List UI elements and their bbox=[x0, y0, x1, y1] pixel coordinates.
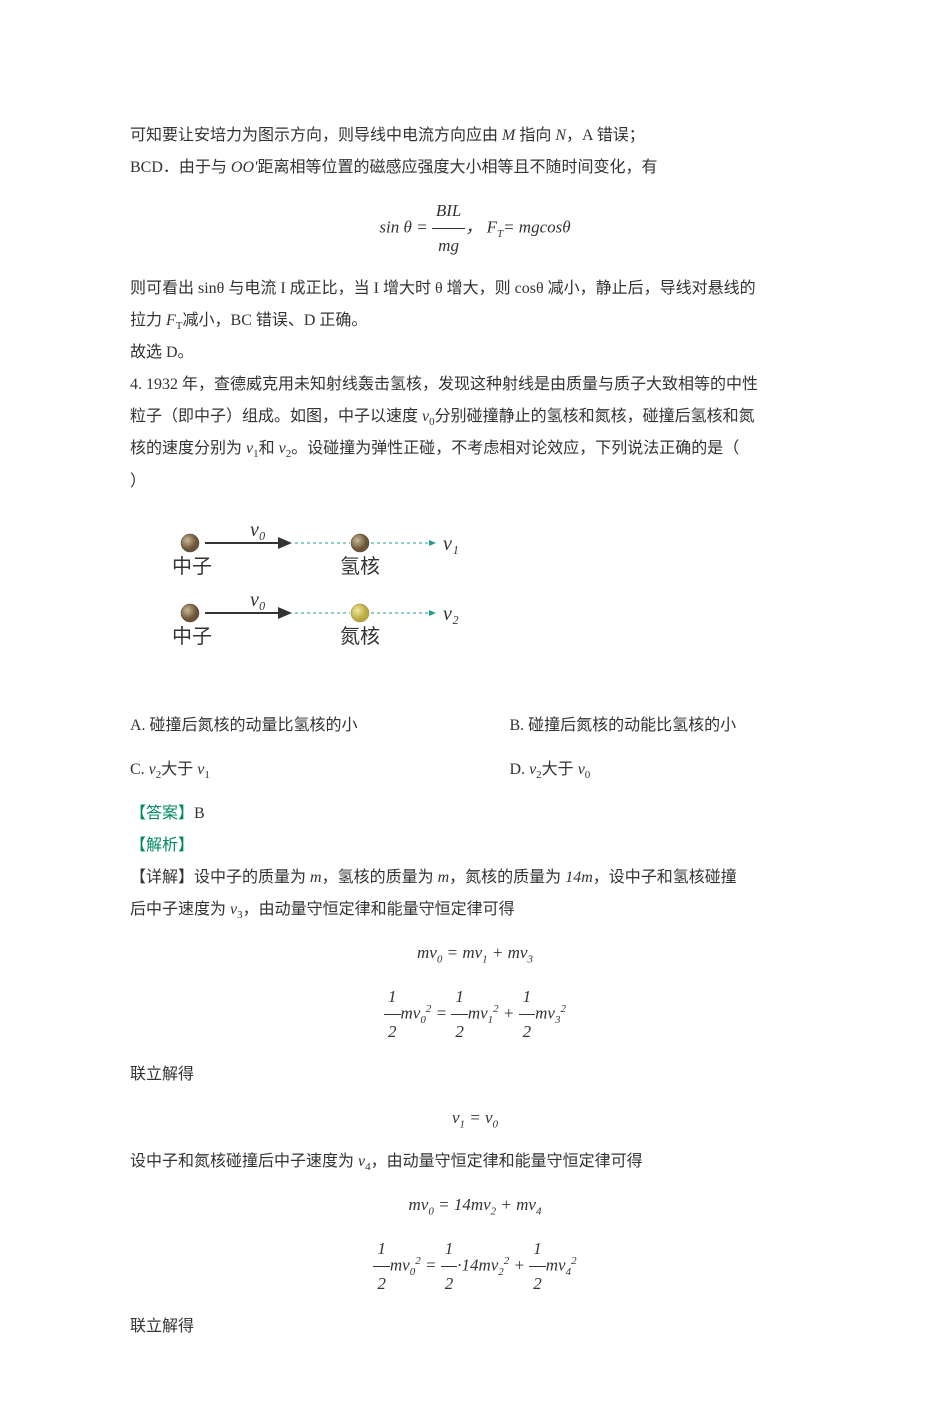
answer-line: 【答案】B bbox=[130, 798, 820, 830]
detail2-line: 设中子和氮核碰撞后中子速度为 v4，由动量守恒定律和能量守恒定律可得 bbox=[130, 1146, 820, 1178]
nitrogen-icon bbox=[351, 604, 369, 622]
question-4-line-2: 粒子（即中子）组成。如图，中子以速度 v0分别碰撞静止的氢核和氮核，碰撞后氢核和… bbox=[130, 401, 820, 433]
neutron-1-label: 中子 bbox=[172, 555, 212, 578]
option-b: B. 碰撞后氮核的动能比氢核的小 bbox=[510, 710, 821, 742]
paragraph-2-line-1: 则可看出 sinθ 与电流 I 成正比，当 I 增大时 θ 增大，则 cosθ … bbox=[130, 273, 820, 305]
formula-5: mv0 = 14mv2 + mv4 bbox=[130, 1188, 820, 1222]
v2-label: v₂ bbox=[443, 603, 459, 625]
hydrogen-label: 氢核 bbox=[340, 555, 380, 578]
question-4-line-3: 核的速度分别为 v1和 v2。设碰撞为弹性正碰，不考虑相对论效应，下列说法正确的… bbox=[130, 433, 820, 465]
question-4-paren: ） bbox=[130, 466, 820, 498]
neutron-2-icon bbox=[181, 604, 199, 622]
paragraph-1-line-2: BCD．由于与 OO'距离相等位置的磁感应强度大小相等且不随时间变化，有 bbox=[130, 152, 820, 184]
paragraph-1-line-1: 可知要让安培力为图示方向，则导线中电流方向应由 M 指向 N，A 错误； bbox=[130, 120, 820, 152]
v0-label-2: v₀ bbox=[250, 589, 266, 611]
question-4-line-1: 4. 1932 年，查德威克用未知射线轰击氢核，发现这种射线是由质量与质子大致相… bbox=[130, 369, 820, 401]
options-group: A. 碰撞后氮核的动量比氢核的小 B. 碰撞后氮核的动能比氢核的小 C. v2大… bbox=[130, 710, 820, 798]
paragraph-2-line-2: 拉力 FT减小，BC 错误、D 正确。 bbox=[130, 305, 820, 337]
analysis-label: 【解析】 bbox=[130, 830, 820, 862]
join-1: 联立解得 bbox=[130, 1059, 820, 1091]
choice-d: 故选 D。 bbox=[130, 337, 820, 369]
formula-4: v1 = v0 bbox=[130, 1101, 820, 1135]
option-c: C. v2大于 v1 bbox=[130, 754, 510, 786]
detail-line-1: 【详解】设中子的质量为 m，氢核的质量为 m，氮核的质量为 14m，设中子和氢核… bbox=[130, 862, 820, 894]
detail-line-2: 后中子速度为 v3，由动量守恒定律和能量守恒定律可得 bbox=[130, 894, 820, 926]
option-a: A. 碰撞后氮核的动量比氢核的小 bbox=[130, 710, 510, 742]
formula-2: mv0 = mv1 + mv3 bbox=[130, 936, 820, 970]
neutron-1-icon bbox=[181, 534, 199, 552]
collision-diagram: v₀ v₁ 中子 氢核 v₀ v₂ 中子 氮核 bbox=[160, 518, 470, 668]
nitrogen-label: 氮核 bbox=[340, 625, 380, 648]
option-d: D. v2大于 v0 bbox=[510, 754, 821, 786]
neutron-2-label: 中子 bbox=[172, 625, 212, 648]
v0-label-1: v₀ bbox=[250, 519, 266, 541]
formula-6: 12mv02 = 12·14mv22 + 12mv42 bbox=[130, 1232, 820, 1301]
formula-1: sin θ = BILmg， FT= mgcosθ bbox=[130, 194, 820, 263]
formula-3: 12mv02 = 12mv12 + 12mv32 bbox=[130, 980, 820, 1049]
join-2: 联立解得 bbox=[130, 1311, 820, 1343]
hydrogen-icon bbox=[351, 534, 369, 552]
v1-label: v₁ bbox=[443, 533, 459, 555]
